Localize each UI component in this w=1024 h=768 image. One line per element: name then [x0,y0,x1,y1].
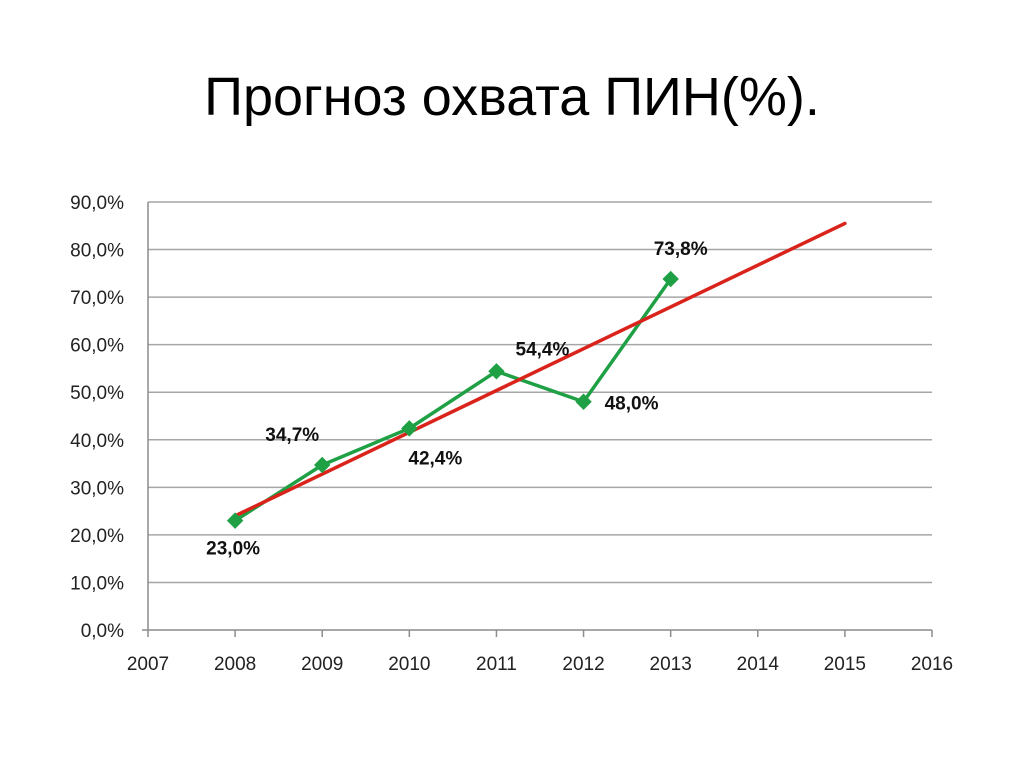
y-axis-ticks: 0,0% 10,0% 20,0% 30,0% 40,0% 50,0% 60,0% 70,0% 8… [70,193,124,642]
data-point-marker [662,270,679,288]
x-tick-label: 2007 [127,654,169,675]
series-line [234,278,673,523]
y-tick-label: 60,0% [70,336,124,357]
trendline-layer [233,221,847,518]
gridlines [148,201,932,584]
data-label: 42,4% [408,448,462,469]
y-tick-label: 10,0% [70,573,124,594]
y-tick-label: 70,0% [70,288,124,309]
y-tick-label: 40,0% [70,431,124,452]
y-tick-label: 30,0% [70,478,124,499]
y-tick-label: 0,0% [81,621,124,642]
axes [142,202,933,637]
linear-trendline [233,221,847,518]
x-tick-label: 2011 [476,654,517,675]
data-label: 23,0% [206,539,260,560]
markers-layer [226,270,679,529]
x-tick-label: 2009 [301,654,343,675]
y-tick-label: 80,0% [70,241,124,262]
y-tick-label: 90,0% [70,193,124,214]
data-label: 48,0% [605,394,659,415]
slide-title: Прогноз охвата ПИН(%). [204,67,820,127]
data-point-marker [401,420,418,437]
data-point-marker [226,512,244,529]
data-label: 73,8% [654,239,708,260]
y-tick-label: 50,0% [70,383,124,404]
series-layer [234,278,673,523]
data-point-marker [488,363,505,380]
data-point-marker [314,456,331,474]
x-tick-label: 2015 [824,654,866,675]
x-tick-label: 2014 [737,654,780,675]
x-axis-ticks: 2007 2008 2009 2010 2011 2012 2013 2014 2015 2016 [127,654,953,675]
data-label: 34,7% [265,425,319,446]
y-tick-label: 20,0% [70,526,124,547]
x-tick-label: 2010 [388,654,430,675]
data-labels: 23,0% 34,7% 42,4% 54,4% 48,0% 73,8% [206,239,708,560]
x-tick-label: 2012 [562,654,604,675]
x-tick-label: 2016 [911,654,953,675]
data-point-marker [575,393,592,410]
x-tick-label: 2013 [650,654,692,675]
x-tick-label: 2008 [214,654,256,675]
data-label: 54,4% [516,339,570,360]
